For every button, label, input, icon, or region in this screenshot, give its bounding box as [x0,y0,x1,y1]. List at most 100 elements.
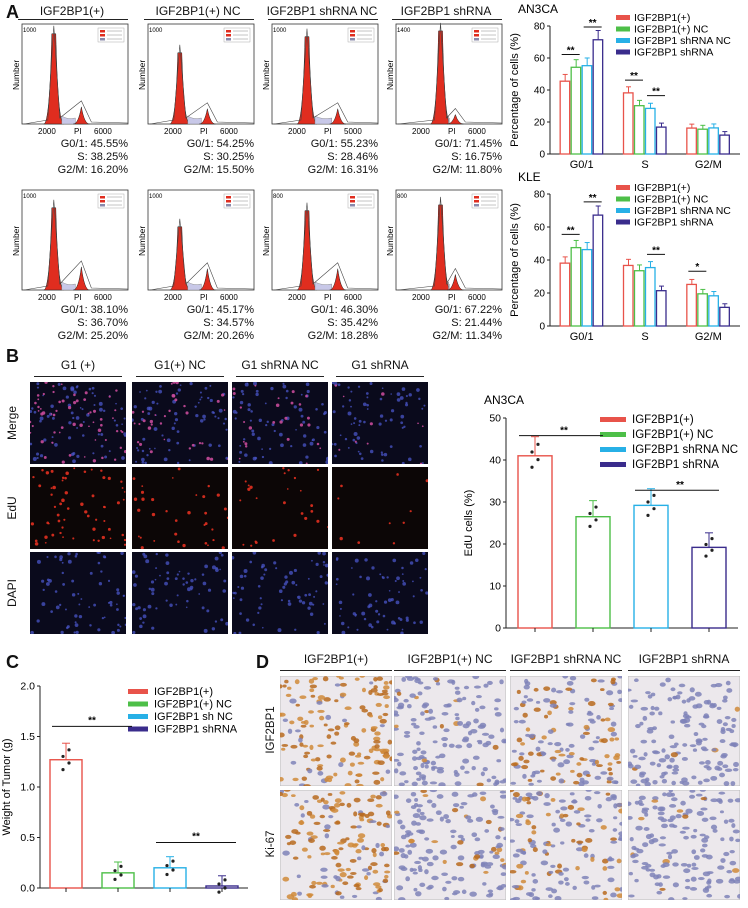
data-point [588,511,592,516]
bar [517,455,553,629]
data-point [588,524,592,528]
flow-histogram: Number 800 2000 6000 PI [262,189,379,302]
flow-stat-line: G0/1: 54.25% [186,138,254,150]
flow-y-label: Number [138,60,147,90]
data-point [113,877,117,881]
y-axis-label: Percentage of cells (%) [509,203,521,317]
data-point [710,548,714,552]
y-tick-label: 1.5 [20,731,35,743]
flow-y-label: Number [262,60,271,90]
flow-x-tick: 2000 [38,127,56,136]
micro-title: G1 shRNA NC [241,358,319,372]
panel-label-d: D [256,652,269,672]
significance-marker: ** [560,426,568,437]
flow-x-label: PI [74,293,82,302]
flow-stat-line: S: 28.46% [327,151,378,163]
flow-y-label: Number [386,226,395,256]
bar [708,295,719,327]
bar [622,92,634,155]
flow-x-tick: 2000 [288,127,306,136]
flow-x-tick: 6000 [94,127,112,136]
flow-stat-line: G2/M: 16.31% [307,164,378,176]
flow-y-tick: 800 [397,194,408,200]
bar [570,66,582,155]
flow-y-label: Number [386,60,395,90]
flow-stat-line: G2/M: 15.50% [183,164,254,176]
data-point [646,500,650,504]
flow-title: IGF2BP1(+) NC [155,4,241,18]
significance-marker: ** [88,715,96,726]
flow-stat-line: G2/M: 11.80% [432,164,503,176]
bar [559,262,571,327]
data-point [171,859,175,863]
flow-y-tick: 1000 [149,28,163,34]
flow-stats: G0/1: 38.10% S: 36.70% G2/M: 25.20% [12,304,128,343]
flow-y-tick: 1400 [397,28,411,34]
bar [697,128,708,155]
y-tick-label: 0 [495,623,501,635]
ihc-row-label: IGF2BP1 [265,706,277,754]
y-tick-label: 60 [534,54,546,65]
data-point [536,442,540,446]
ihc-title: IGF2BP1(+) [303,652,369,666]
data-point [652,507,656,511]
legend-swatch [128,689,148,694]
flow-stat-line: G2/M: 20.26% [183,330,254,342]
flow-title-underline [392,19,502,20]
flow-histogram: Number 1000 2000 5000 PI [262,23,379,136]
flow-x-tick: 2000 [412,127,430,136]
micro-row-label: EdU [5,496,19,520]
legend-label: IGF2BP1(+) NC [634,194,709,206]
bar [570,246,582,327]
legend-swatch [600,417,626,422]
bar [592,39,604,155]
legend-swatch [616,38,630,43]
y-tick-label: 0 [539,150,545,161]
flow-stats: G0/1: 45.17% S: 34.57% G2/M: 20.26% [138,304,254,343]
flow-stats: G0/1: 46.30% S: 35.42% G2/M: 18.28% [262,304,378,343]
significance-marker: ** [652,87,660,98]
flow-stat-line: S: 16.75% [451,151,502,163]
data-point [704,554,708,558]
data-point [704,542,708,547]
micro-title: G1 (+) [60,358,96,372]
flow-y-label: Number [138,226,147,256]
flow-stat-line: G2/M: 25.20% [57,330,128,342]
legend-swatch [600,432,626,437]
legend-label: IGF2BP1(+) [634,12,690,24]
ihc-image [280,790,392,900]
bar [581,248,593,327]
legend-label: IGF2BP1(+) NC [632,429,713,441]
data-point [223,878,227,882]
micrograph [332,467,428,549]
flow-x-tick: 6000 [344,293,362,302]
significance-marker: ** [652,245,660,256]
legend-swatch [616,49,630,55]
significance-marker: ** [589,18,597,29]
flow-x-tick: 2000 [38,293,56,302]
cell-cycle-chart-kle: 0 20 40 60 80 Percentage of cells (%) KLE G0/1 S… [509,170,740,343]
micro-title: G1 shRNA [351,358,409,372]
data-point [223,886,227,890]
ihc-row-label: Ki-67 [265,830,277,858]
flow-y-label: Number [262,226,271,256]
significance-marker: ** [589,193,597,204]
y-axis-label: Percentage of cells (%) [509,33,521,147]
flow-y-label: Number [12,60,21,90]
data-point [61,754,65,759]
legend-swatch [616,26,630,32]
legend-label: IGF2BP1(+) [634,182,690,194]
micrograph [332,552,428,634]
tumor-weight-chart: 0.0 0.5 1.0 1.5 2.0 Weight of Tumor (g) IGF2BP… [1,681,248,895]
y-tick-label: 80 [534,22,546,33]
ihc-title-underline [510,670,622,671]
flow-stats: G0/1: 71.45% S: 16.75% G2/M: 11.80% [386,138,503,177]
flow-stat-line: S: 38.25% [77,151,128,163]
flow-title: IGF2BP1 shRNA NC [266,4,378,18]
micrograph [30,382,126,464]
ihc-title: IGF2BP1(+) NC [407,652,493,666]
flow-y-tick: 1000 [273,28,287,34]
bar [633,270,645,327]
significance-marker: ** [192,832,200,843]
x-tick-label: G2/M [695,159,722,171]
